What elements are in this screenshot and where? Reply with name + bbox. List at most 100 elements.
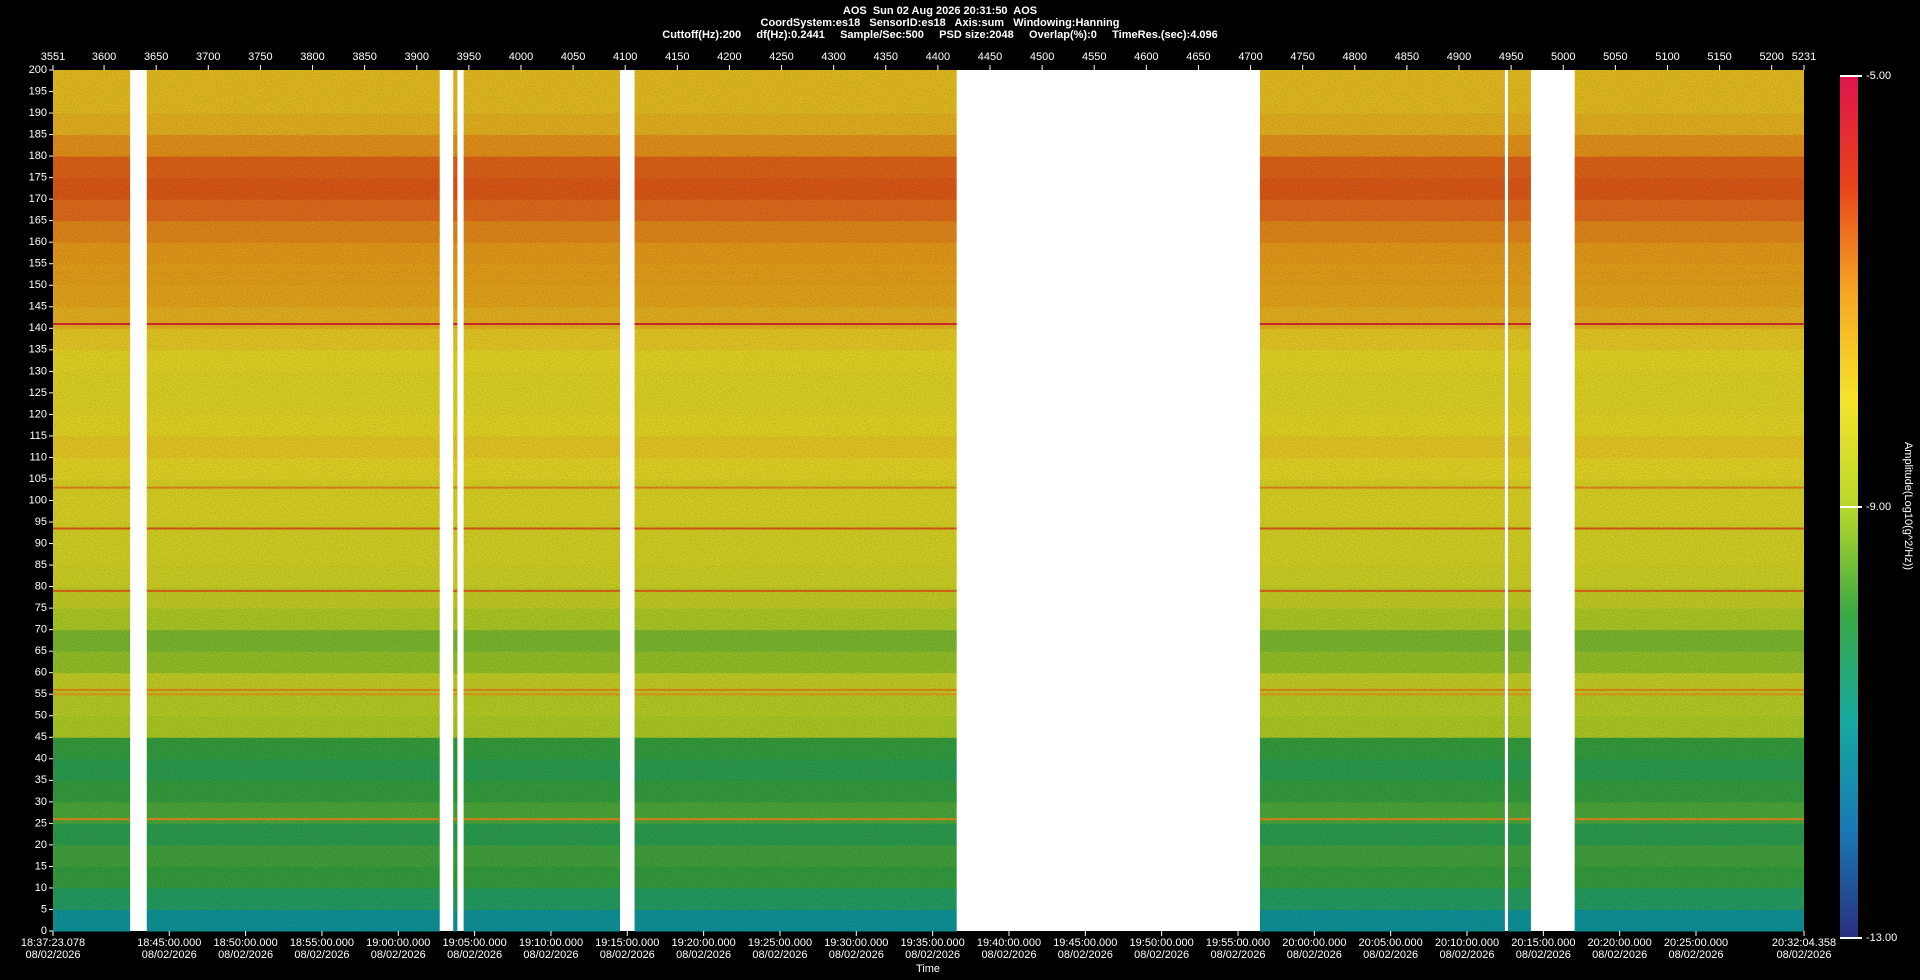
spectrogram-cell: [1259, 156, 1505, 179]
spectrogram-cell: [1574, 242, 1804, 265]
spectrogram-cell: [1259, 457, 1505, 480]
spectrogram-cell: [634, 844, 957, 867]
spectrogram-cell: [1507, 242, 1531, 265]
spectrogram-cell: [634, 909, 957, 932]
x-tick-label: 3551: [41, 51, 65, 63]
spectrogram-cell: [1574, 887, 1804, 910]
spectrogram-cell: [1574, 651, 1804, 674]
spectrogram-cell: [463, 134, 620, 157]
time-tick-date: 08/02/2026: [294, 949, 349, 961]
spectrogram-cell: [453, 909, 458, 932]
spectrogram-cell: [463, 715, 620, 738]
spectrogram-cell: [1574, 328, 1804, 351]
spectrogram-cell: [453, 715, 458, 738]
spectrogram-cell: [463, 565, 620, 588]
spectrogram-cell: [146, 285, 440, 308]
time-tick-date: 08/02/2026: [1134, 949, 1189, 961]
spectrogram-cell: [146, 500, 440, 523]
spectrogram-cell: [1507, 608, 1531, 631]
spectrogram-cell: [463, 457, 620, 480]
spectrogram-cell: [53, 543, 131, 566]
y-tick-label: 180: [29, 150, 47, 162]
time-tick-label: 19:15:00.000: [595, 937, 659, 949]
spectrogram-cell: [53, 349, 131, 372]
spectrogram-cell: [146, 306, 440, 329]
spectrogram-cell: [53, 694, 131, 717]
spectrogram-cell: [463, 349, 620, 372]
spectrogram-cell: [634, 694, 957, 717]
spectrogram-cell: [146, 866, 440, 889]
spectrogram-cell: [53, 608, 131, 631]
time-tick-label: 20:10:00.000: [1435, 937, 1499, 949]
spectrogram-cell: [1507, 586, 1531, 609]
colorbar-tick-label: -5.00: [1866, 70, 1891, 82]
spectrogram-cell: [463, 199, 620, 222]
spectrogram-cell: [453, 414, 458, 437]
x-tick-label: 4650: [1186, 51, 1210, 63]
x-tick-label: 5000: [1551, 51, 1575, 63]
spectrogram-cell: [453, 844, 458, 867]
spectrogram-cell: [463, 629, 620, 652]
time-tick-label: 20:25:00.000: [1664, 937, 1728, 949]
spectrogram-cell: [146, 478, 440, 501]
y-tick-label: 190: [29, 107, 47, 119]
spectrogram-cell: [146, 780, 440, 803]
spectrogram-cell: [453, 134, 458, 157]
spectrogram-cell: [146, 263, 440, 286]
y-tick-label: 105: [29, 473, 47, 485]
y-tick-label: 55: [35, 688, 47, 700]
y-tick-label: 165: [29, 215, 47, 227]
spectrogram-cell: [146, 457, 440, 480]
spectrogram-cell: [53, 113, 131, 136]
time-tick-date: 08/02/2026: [142, 949, 197, 961]
spectrogram-cell: [1259, 177, 1505, 200]
spectrogram-cell: [146, 543, 440, 566]
spectrogram-cell: [1259, 672, 1505, 695]
y-tick-label: 65: [35, 645, 47, 657]
spectrogram-cell: [1574, 91, 1804, 114]
spectrogram-cell: [634, 651, 957, 674]
time-tick-date: 08/02/2026: [1516, 949, 1571, 961]
spectrogram-cell: [1507, 694, 1531, 717]
spectrogram-cell: [634, 522, 957, 545]
time-tick-date: 08/02/2026: [1058, 949, 1113, 961]
time-tick-date: 08/02/2026: [371, 949, 426, 961]
spectrogram-cell: [1259, 91, 1505, 114]
spectrogram-cell: [634, 220, 957, 243]
x-tick-label: 3650: [144, 51, 168, 63]
spectrogram-cell: [634, 435, 957, 458]
spectrogram-cell: [146, 737, 440, 760]
spectrogram-cell: [1574, 435, 1804, 458]
spectrogram-cell: [1259, 478, 1505, 501]
spectrogram-cell: [1259, 543, 1505, 566]
x-tick-label: 4250: [769, 51, 793, 63]
x-tick-label: 3950: [457, 51, 481, 63]
spectrogram-cell: [1259, 651, 1505, 674]
spectrogram-cell: [1259, 306, 1505, 329]
spectrogram-cell: [1574, 801, 1804, 824]
spectrogram-cell: [453, 199, 458, 222]
spectrogram-cell: [53, 457, 131, 480]
spectrogram-cell: [1259, 414, 1505, 437]
time-tick-date: 08/02/2026: [1776, 949, 1831, 961]
x-tick-label: 4900: [1447, 51, 1471, 63]
spectrogram-cell: [634, 629, 957, 652]
time-tick-date: 08/02/2026: [447, 949, 502, 961]
spectrogram-cell: [1259, 392, 1505, 415]
spectrogram-cell: [1507, 522, 1531, 545]
y-tick-label: 140: [29, 322, 47, 334]
spectrogram-cell: [1507, 263, 1531, 286]
spectrogram-cell: [1259, 608, 1505, 631]
spectrogram-cell: [146, 134, 440, 157]
spectrogram-cell: [634, 801, 957, 824]
spectrogram-cell: [1507, 823, 1531, 846]
x-tick-label: 3600: [92, 51, 116, 63]
spectrogram-cell: [146, 694, 440, 717]
spectrogram-cell: [453, 392, 458, 415]
spectrogram-cell: [1507, 672, 1531, 695]
spectrogram-cell: [453, 349, 458, 372]
spectrogram-image: [53, 70, 1804, 932]
spectrogram-cell: [1507, 801, 1531, 824]
y-tick-label: 110: [29, 451, 47, 463]
